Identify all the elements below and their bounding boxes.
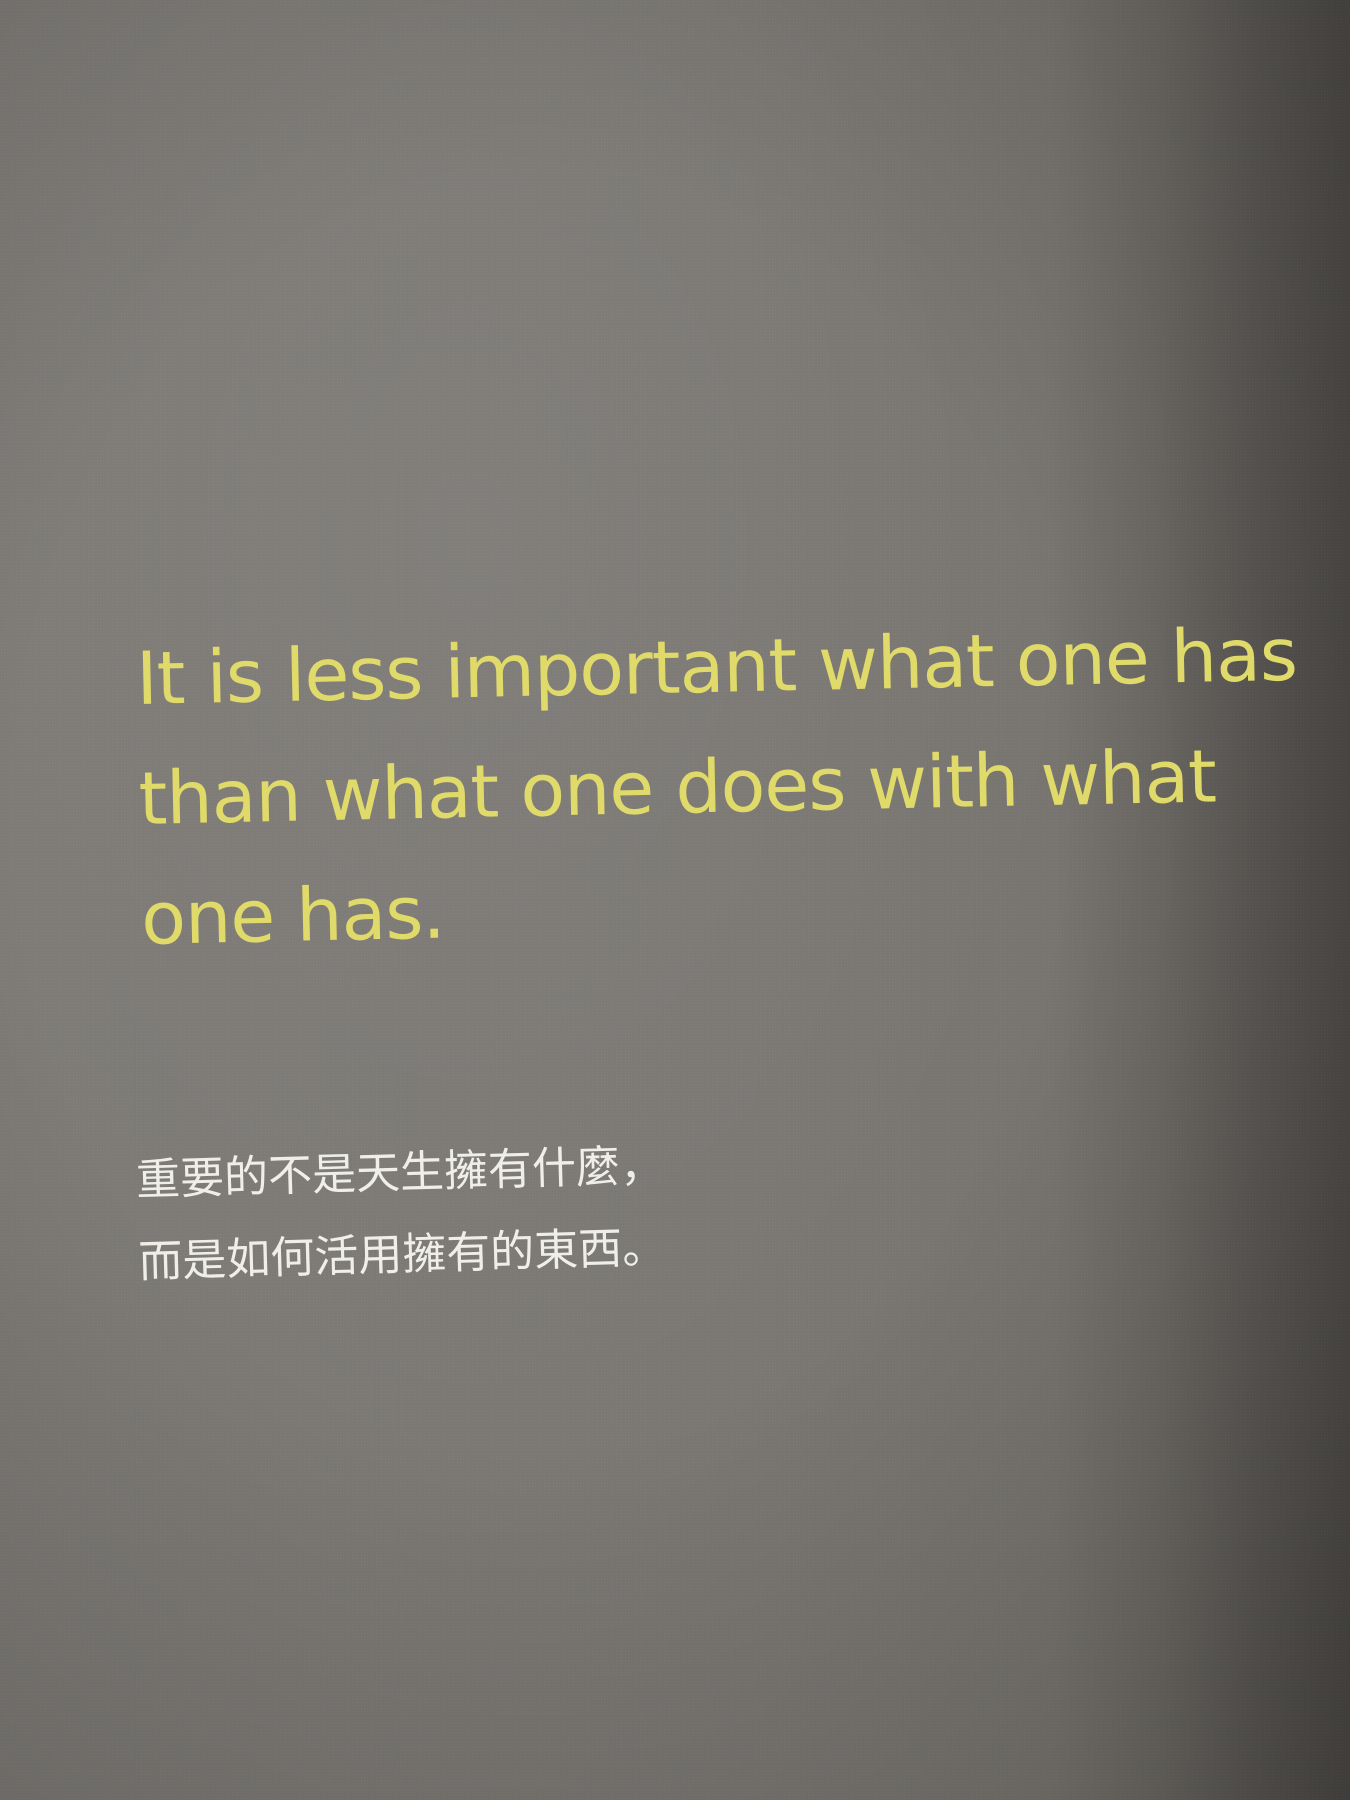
english-quote-line: one has. <box>140 870 446 962</box>
chinese-quote: 重要的不是天生擁有什麼， 而是如何活用擁有的東西。 <box>135 1118 939 1304</box>
english-quote-line: It is less important what one has <box>135 612 1298 722</box>
english-quote: It is less important what one has than w… <box>135 597 1298 980</box>
english-quote-line: than what one does with what <box>137 734 1217 842</box>
